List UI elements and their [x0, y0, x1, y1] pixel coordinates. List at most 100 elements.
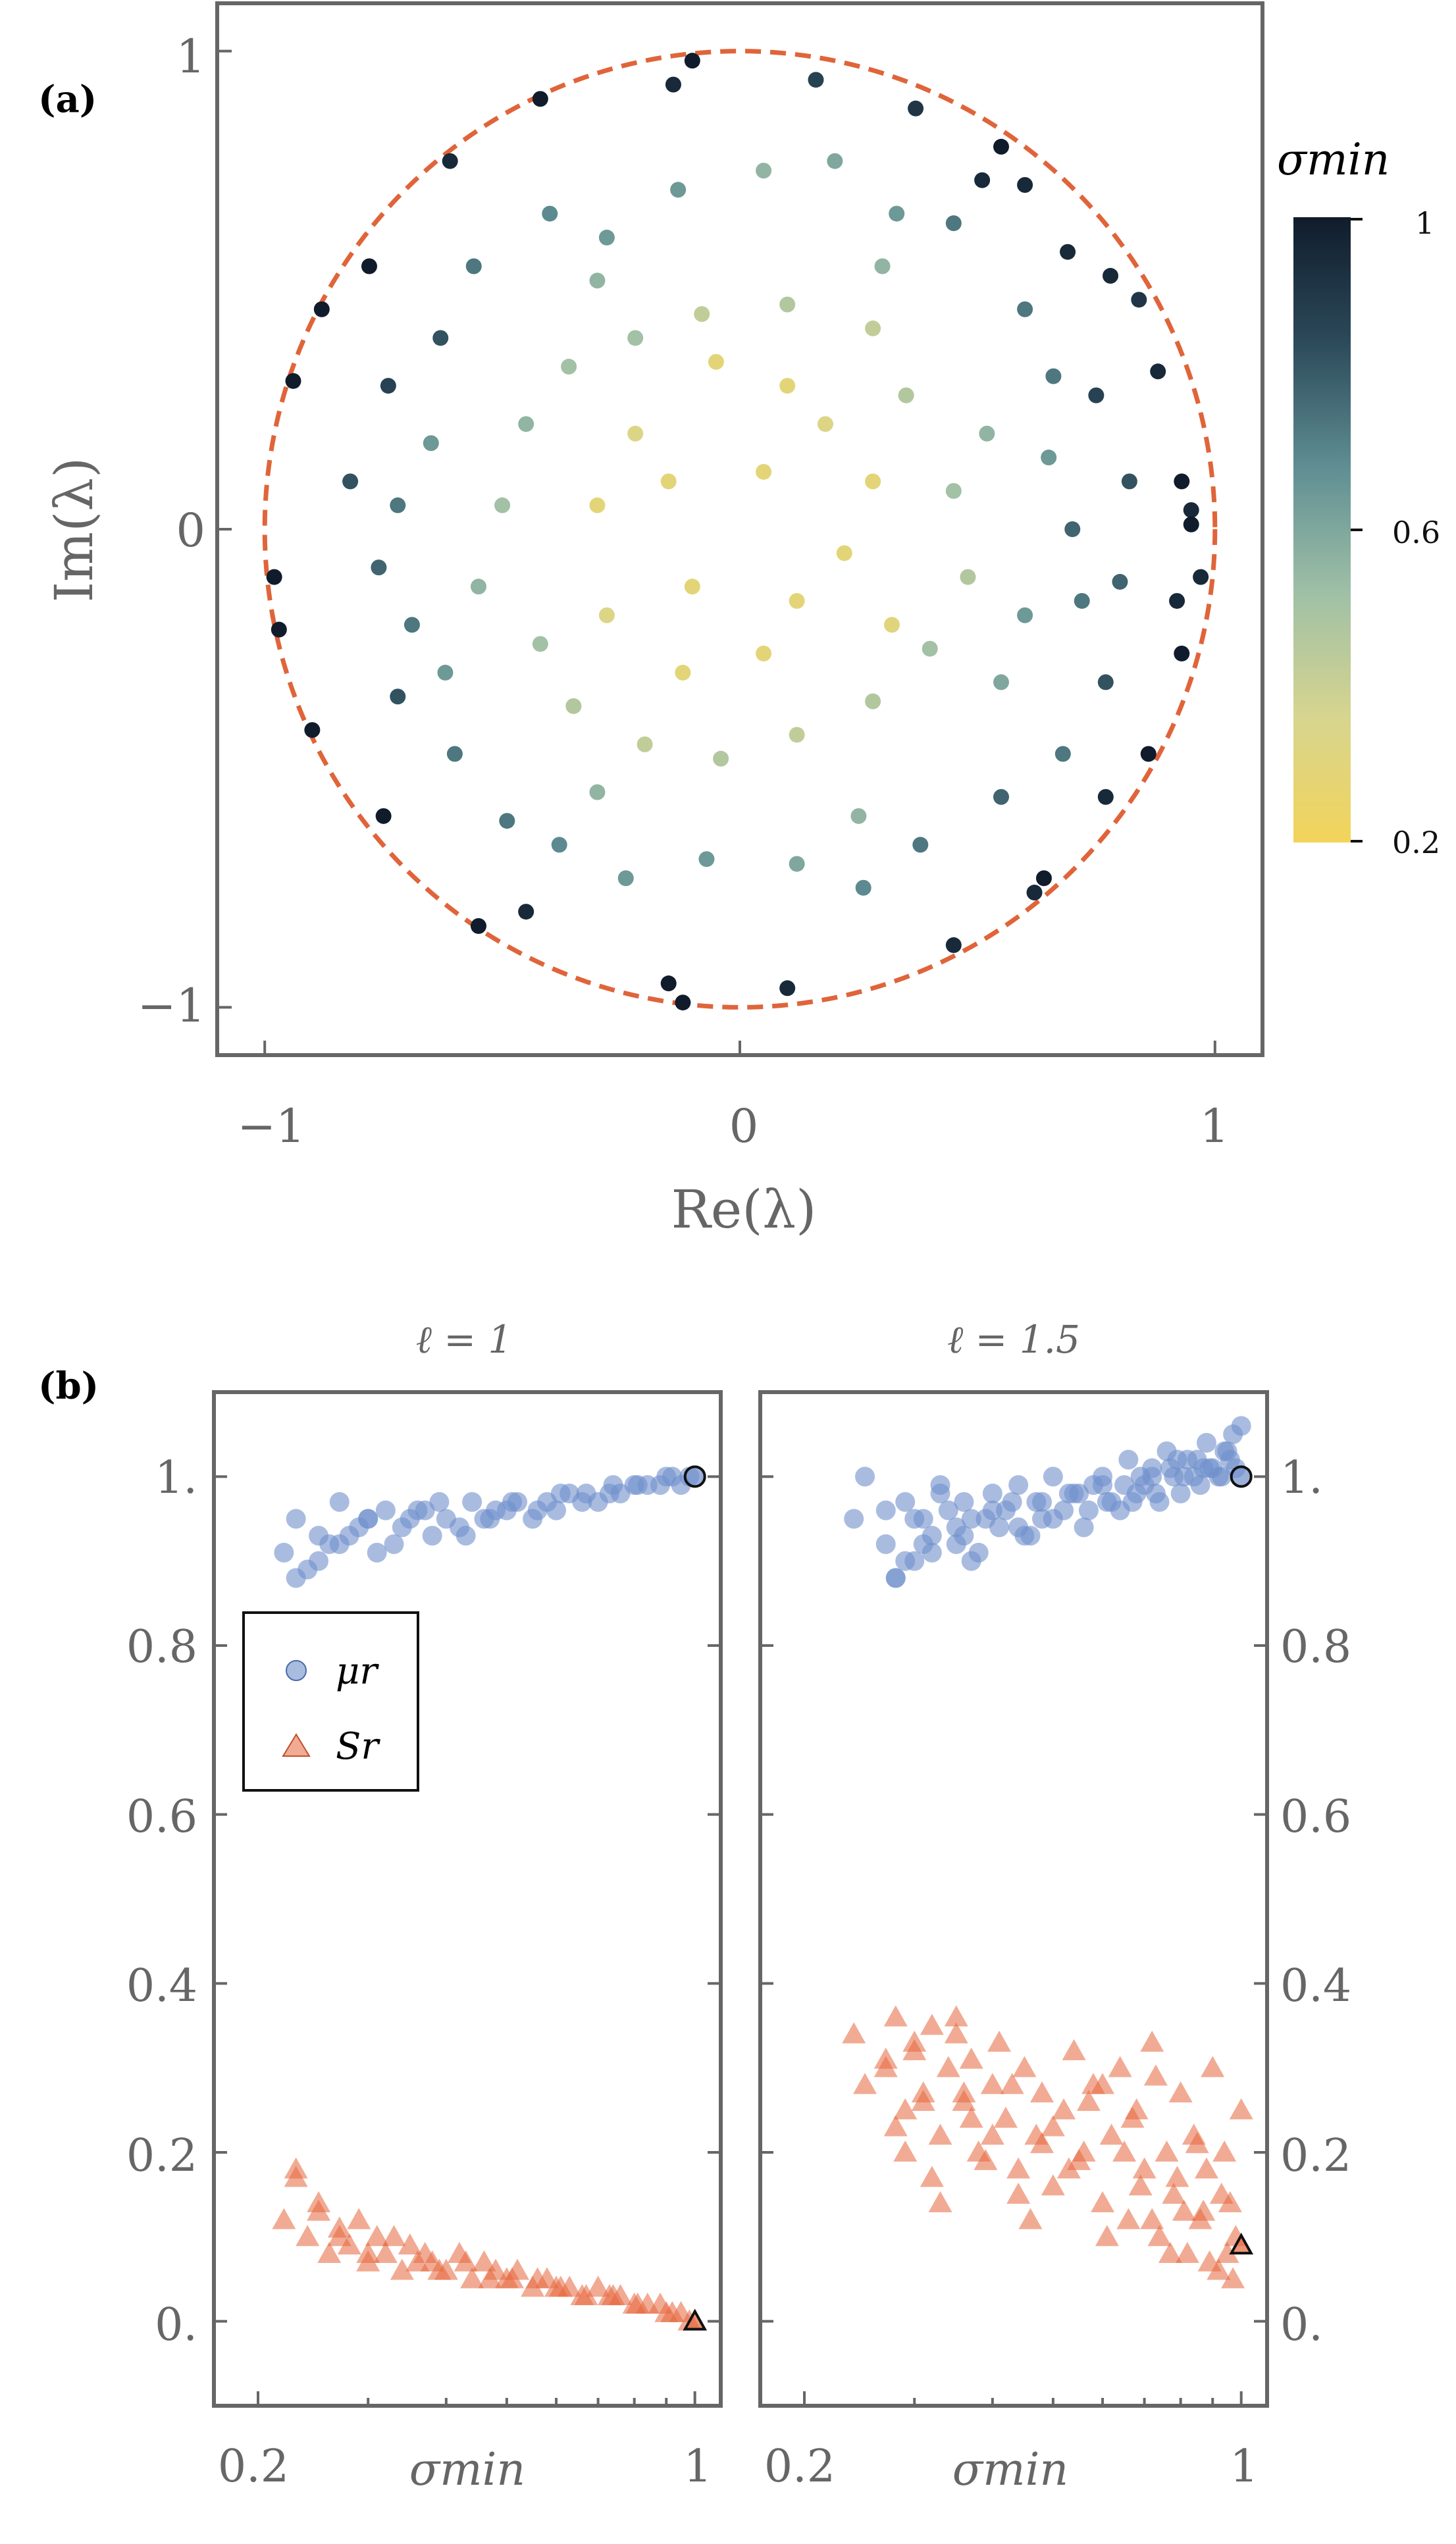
y-tick-label: 0.6 [1280, 1791, 1351, 1843]
s-r-point [472, 2250, 496, 2271]
eigenvalue-point [313, 301, 330, 317]
s-r-point [1215, 2242, 1239, 2263]
mu-r-point [329, 1492, 350, 1512]
s-r-point [883, 2005, 908, 2027]
s-r-point [272, 2208, 296, 2229]
y-tick-label: 0.2 [126, 2130, 197, 2182]
panel-a-xticks: −1 0 1 [237, 1099, 1229, 1153]
eigenvalue-point [542, 205, 558, 222]
eigenvalue-point [756, 463, 772, 480]
s-r-point [987, 2031, 1012, 2052]
s-r-point [1012, 2056, 1037, 2077]
mu-r-point [422, 1526, 442, 1546]
s-r-point [478, 2267, 502, 2289]
s-r-point [842, 2022, 866, 2044]
eigenvalue-point [756, 163, 772, 179]
eigenvalue-point [660, 975, 677, 992]
s-r-point [1212, 2141, 1237, 2162]
eigenvalue-point [789, 856, 805, 872]
mu-r-point [1097, 1492, 1117, 1512]
subplot-title-right: ℓ = 1.5 [947, 1317, 1080, 1362]
mu-r-point [627, 1475, 648, 1495]
eigenvalue-point [779, 296, 796, 313]
colorbar-tick-label: 0.6 [1392, 515, 1440, 550]
eigenvalue-point [471, 918, 486, 934]
s-r-point [586, 2275, 610, 2297]
s-r-point [928, 2123, 952, 2145]
panel-b-left-plot [214, 1465, 721, 2406]
y-tick-label: 0 [176, 504, 205, 558]
eigenvalue-point [342, 473, 359, 490]
mu-r-point [329, 1534, 350, 1554]
s-r-point [296, 2225, 320, 2246]
s-r-point [911, 2090, 935, 2111]
eigenvalue-point [1064, 521, 1081, 537]
s-r-point [893, 2098, 918, 2119]
eigenvalue-point [442, 153, 458, 169]
eigenvalue-point [922, 640, 938, 657]
s-r-point [1140, 2208, 1164, 2229]
y-axis-label-a: Im(λ) [43, 457, 105, 603]
legend-label-mu: μr [336, 1650, 379, 1693]
eigenvalue-point [883, 617, 900, 633]
s-r-point [373, 2242, 398, 2263]
y-tick-label: 1 [176, 30, 205, 84]
eigenvalue-point [1183, 516, 1199, 532]
eigenvalue-point [850, 808, 867, 824]
eigenvalue-point [1131, 292, 1147, 308]
mu-r-point [1142, 1467, 1162, 1487]
s-r-point [427, 2258, 452, 2280]
subplot-title-left: ℓ = 1 [416, 1317, 513, 1362]
mu-r-point [895, 1551, 916, 1571]
s-r-point [1030, 2081, 1054, 2103]
eigenvalue-point [1054, 746, 1071, 762]
highlight-s-point [683, 2308, 708, 2331]
colorbar-tick-label: 1 [1415, 205, 1434, 241]
s-r-point [1067, 2148, 1091, 2170]
mu-r-point [1167, 1449, 1187, 1470]
highlight-mu-point [1230, 1465, 1253, 1488]
eigenvalue-point [266, 569, 282, 585]
panel-b-left-yticks: 0. 0.2 0.4 0.6 0.8 1. [126, 1452, 197, 2351]
mu-r-point [274, 1542, 294, 1563]
eigenvalue-point [598, 229, 615, 246]
y-tick-label: 0. [1280, 2299, 1323, 2351]
s-r-point [1116, 2208, 1141, 2229]
eigenvalue-point [1017, 607, 1033, 623]
s-r-point [1062, 2039, 1086, 2060]
eigenvalue-point [974, 172, 991, 188]
eigenvalue-point [675, 995, 691, 1011]
panel-b-xticks: 0.2 1 0.2 1 [218, 2441, 1259, 2493]
s-r-point [454, 2250, 478, 2271]
s-r-point [920, 2166, 944, 2187]
y-tick-label: 1. [155, 1452, 197, 1504]
x-tick-label: 0.2 [218, 2441, 289, 2493]
mu-r-point [384, 1534, 404, 1554]
mu-r-point [875, 1534, 896, 1554]
legend-label-s: Sr [336, 1725, 380, 1768]
eigenvalue-point [1174, 473, 1190, 490]
s-r-point [574, 2284, 598, 2306]
s-r-point [853, 2073, 877, 2094]
eigenvalue-point [589, 497, 606, 513]
eigenvalue-point [1088, 387, 1105, 403]
eigenvalue-point [665, 76, 681, 93]
x-axis-label-a: Re(λ) [671, 1179, 817, 1240]
eigenvalue-point [908, 100, 924, 117]
eigenvalue-point [855, 879, 871, 896]
colorbar-ticks [1351, 218, 1363, 843]
legend: μr Sr [242, 1611, 419, 1792]
s-r-point [959, 2106, 983, 2128]
eigenvalue-point [390, 688, 406, 705]
mu-r-point [286, 1568, 306, 1588]
eigenvalue-point [1140, 746, 1157, 762]
panel-b-right-plot [760, 1416, 1267, 2406]
s-r-point [944, 2022, 968, 2044]
eigenvalue-point [390, 497, 406, 513]
eigenvalue-point [589, 784, 606, 800]
eigenvalue-point [808, 72, 824, 88]
s-r-point [1143, 2064, 1168, 2086]
s-r-point [1201, 2056, 1225, 2077]
mu-r-point [309, 1551, 329, 1571]
eigenvalue-point [675, 664, 691, 681]
